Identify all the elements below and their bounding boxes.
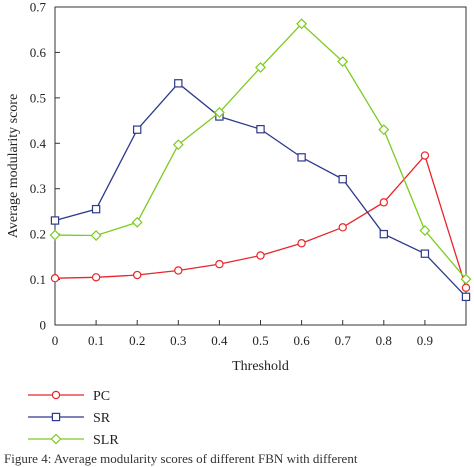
series-pc-point [174, 266, 183, 275]
legend-swatch-marker [51, 390, 61, 400]
plot-border [54, 6, 467, 326]
y-tick-label: 0.7 [30, 0, 47, 15]
series-slr-point [419, 225, 431, 236]
y-tick-label: 0.6 [30, 45, 47, 60]
y-tick-label: 0.1 [30, 272, 46, 287]
series-pc [50, 151, 471, 292]
series-slr-point [172, 139, 184, 151]
legend-item-slr: SLR [28, 433, 119, 448]
series-pc-point [297, 239, 306, 248]
series-slr-point [378, 124, 390, 136]
series-pc-line [54, 154, 467, 288]
series-slr [49, 18, 472, 285]
series-sr-point [91, 204, 101, 214]
x-tick-label: 0.5 [252, 333, 268, 348]
y-tick-label: 0.4 [30, 136, 47, 151]
series-slr-point [49, 229, 61, 241]
series-slr-point [460, 273, 472, 285]
series-pc-point [50, 274, 60, 283]
legend: PC SR SLR [28, 389, 119, 448]
series-slr-point [296, 18, 308, 30]
legend-label-pc: PC [93, 389, 110, 404]
series-slr-point [131, 216, 143, 228]
series-pc-point [379, 198, 388, 207]
series-slr-point [213, 106, 225, 118]
series-sr [50, 79, 471, 302]
legend-label-slr: SLR [93, 433, 119, 448]
x-axis-ticks: 0 0.1 0.2 0.3 0.4 0.5 0.6 0.7 0.8 0.9 [52, 320, 433, 348]
series-pc-point [91, 273, 101, 282]
series-pc-point [338, 223, 347, 232]
series-pc-point [256, 251, 265, 260]
x-tick-label: 0.7 [335, 333, 352, 348]
series-pc-point [132, 270, 142, 280]
series-slr-point [90, 230, 102, 241]
legend-swatch-marker [50, 433, 62, 445]
series-layer [49, 18, 472, 302]
series-slr-point [255, 61, 266, 73]
y-tick-label: 0.3 [30, 181, 46, 196]
x-tick-label: 0.3 [170, 333, 186, 348]
series-slr-point [337, 56, 349, 67]
series-sr-point [297, 153, 306, 162]
figure-caption: Figure 4: Average modularity scores of d… [4, 451, 358, 466]
x-tick-label: 0.8 [376, 333, 392, 348]
series-sr-point [338, 174, 347, 184]
series-pc-point [420, 151, 430, 160]
series-sr-point [50, 216, 60, 225]
y-tick-label: 0.2 [30, 227, 46, 242]
x-tick-label: 0.1 [88, 333, 104, 348]
series-sr-line [54, 82, 467, 298]
legend-label-sr: SR [93, 411, 111, 426]
series-sr-point [420, 249, 430, 258]
x-tick-label: 0.6 [293, 333, 310, 348]
series-sr-point [379, 229, 389, 239]
x-tick-label: 0.4 [211, 333, 228, 348]
series-sr-point [174, 79, 183, 88]
series-pc-point [461, 283, 471, 292]
series-sr-point [461, 292, 471, 302]
y-tick-label: 0 [40, 318, 47, 333]
series-sr-point [133, 125, 142, 134]
y-axis-ticks: 0 0.1 0.2 0.3 0.4 0.5 0.6 0.7 [30, 0, 60, 333]
y-tick-label: 0.5 [30, 90, 46, 105]
x-tick-label: 0 [52, 333, 59, 348]
y-axis-label: Average modularity score [6, 94, 21, 238]
legend-swatch-marker [51, 412, 61, 422]
series-pc-point [215, 259, 224, 269]
x-axis-label: Threshold [232, 359, 289, 374]
plot-frame [54, 6, 467, 326]
legend-item-sr: SR [28, 411, 111, 426]
series-sr-point [256, 125, 265, 134]
x-tick-label: 0.9 [417, 333, 433, 348]
x-tick-label: 0.2 [129, 333, 145, 348]
legend-item-pc: PC [28, 389, 110, 404]
